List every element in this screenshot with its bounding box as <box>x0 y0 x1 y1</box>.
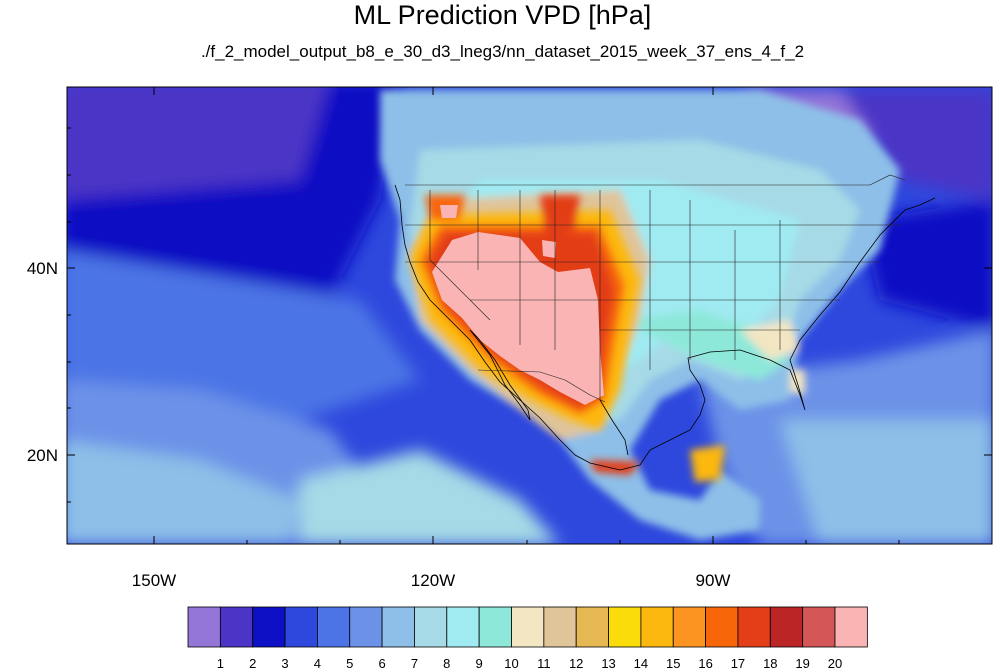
colorbar-swatch <box>414 606 448 648</box>
colorbar-swatch <box>187 606 221 648</box>
colorbar-swatch <box>511 606 545 648</box>
colorbar-swatch <box>349 606 383 648</box>
colorbar-swatch <box>219 606 254 648</box>
colorbar-swatch <box>802 606 836 648</box>
axis-ticks <box>67 87 992 544</box>
y-tick-label-40n: 40N <box>27 259 58 278</box>
colorbar-label: 14 <box>634 656 648 671</box>
colorbar-swatch <box>284 606 318 648</box>
x-tick-label-90w: 90W <box>696 571 731 590</box>
colorbar-swatch <box>478 606 512 648</box>
colorbar: 1 2 3 4 5 6 7 8 9 10 11 12 13 14 15 16 17 18 19 20 <box>187 606 868 671</box>
chart-subtitle: ./f_2_model_output_b8_e_30_d3_lneg3/nn_d… <box>200 42 805 61</box>
colorbar-swatch <box>316 606 351 648</box>
colorbar-swatch <box>446 606 480 648</box>
colorbar-label: 16 <box>698 656 712 671</box>
colorbar-label: 20 <box>828 656 842 671</box>
colorbar-swatch <box>543 606 577 648</box>
colorbar-label: 18 <box>763 656 777 671</box>
chart-title: ML Prediction VPD [hPa] <box>353 0 652 30</box>
colorbar-swatch <box>640 606 674 648</box>
colorbar-swatch <box>834 606 868 648</box>
colorbar-label: 7 <box>411 656 418 671</box>
colorbar-label: 4 <box>314 656 321 671</box>
colorbar-label: 13 <box>601 656 615 671</box>
x-tick-label-150w: 150W <box>132 571 176 590</box>
colorbar-label: 3 <box>281 656 288 671</box>
colorbar-swatch <box>575 606 609 648</box>
colorbar-swatch <box>672 606 706 648</box>
colorbar-swatch <box>705 606 739 648</box>
colorbar-label: 5 <box>346 656 353 671</box>
colorbar-label: 8 <box>443 656 450 671</box>
colorbar-label: 10 <box>504 656 518 671</box>
vpd-field <box>67 87 992 544</box>
colorbar-swatch <box>608 606 642 648</box>
colorbar-swatch <box>252 606 286 648</box>
colorbar-label: 11 <box>537 656 551 671</box>
colorbar-swatch <box>737 606 771 648</box>
colorbar-label: 19 <box>795 656 809 671</box>
political-borders <box>405 174 906 403</box>
x-tick-label-120w: 120W <box>411 571 455 590</box>
coastlines <box>394 184 936 471</box>
colorbar-label: 9 <box>476 656 483 671</box>
colorbar-swatch <box>381 606 415 648</box>
colorbar-swatch <box>769 606 804 648</box>
vpd-max-region <box>432 232 604 405</box>
colorbar-label: 15 <box>666 656 680 671</box>
colorbar-label: 2 <box>249 656 256 671</box>
colorbar-label: 1 <box>217 656 224 671</box>
y-tick-label-20n: 20N <box>27 446 58 465</box>
colorbar-label: 6 <box>378 656 385 671</box>
colorbar-label: 12 <box>569 656 583 671</box>
colorbar-label: 17 <box>731 656 745 671</box>
